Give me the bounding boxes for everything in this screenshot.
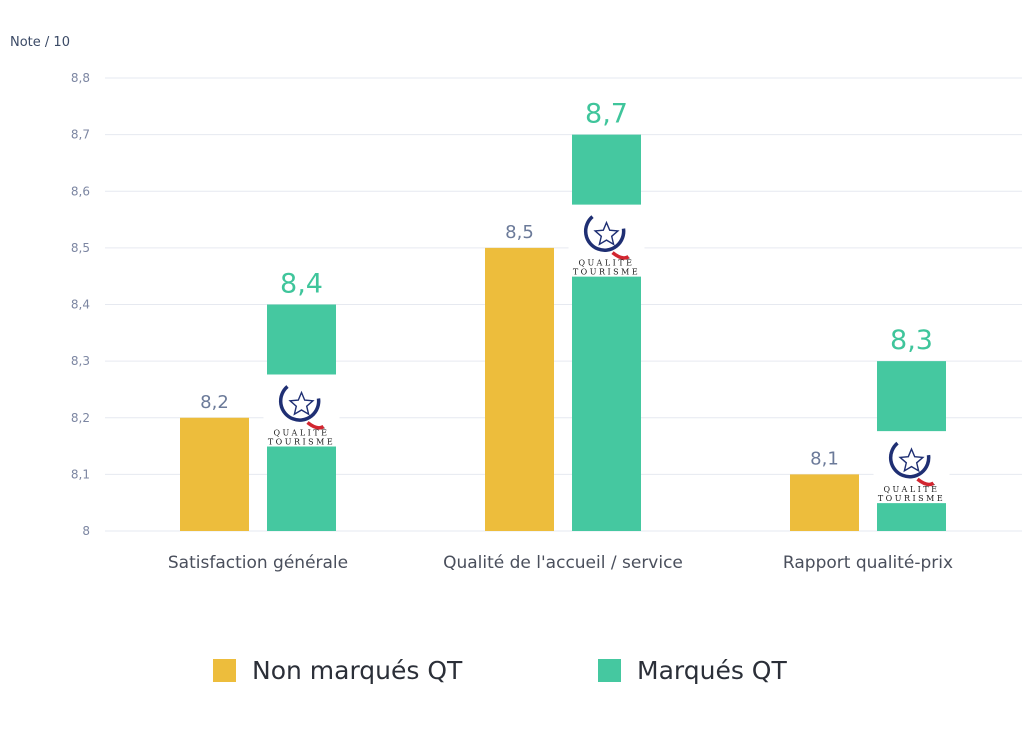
y-tick-label: 8,2	[71, 411, 90, 425]
data-label-non-marques: 8,1	[810, 448, 839, 469]
data-label-marques: 8,4	[280, 269, 323, 300]
y-axis-label: Note / 10	[10, 35, 70, 50]
bar-non-marques	[180, 417, 249, 531]
y-tick-label: 8,3	[71, 354, 90, 368]
data-label-marques: 8,7	[585, 99, 628, 130]
category-label: Satisfaction générale	[168, 553, 348, 573]
data-label-marques: 8,3	[890, 325, 933, 356]
bar-marques	[572, 134, 641, 531]
y-ticks: 8 8,1 8,2 8,3 8,4 8,5 8,6 8,7 8,8	[71, 71, 90, 538]
data-labels: 8,2 8,4 8,5 8,7 8,1 8,3	[200, 99, 933, 470]
svg-text:TOURISME: TOURISME	[573, 268, 640, 277]
bar-chart: Note / 10 8 8,1 8,2 8,3 8,4 8,5 8,6 8,7 8,8 QUAL…	[10, 35, 1022, 573]
svg-text:QUALITÉ: QUALITÉ	[274, 429, 330, 438]
y-tick-label: 8,8	[71, 71, 90, 85]
category-labels: Satisfaction générale Qualité de l'accuei…	[168, 553, 953, 573]
legend-swatch-marques	[598, 659, 621, 682]
bar-non-marques	[790, 474, 859, 531]
legend-label-marques: Marqués QT	[637, 656, 787, 685]
gridlines	[105, 77, 1022, 532]
y-tick-label: 8,5	[71, 241, 90, 255]
svg-text:QUALITÉ: QUALITÉ	[579, 259, 635, 268]
legend-item-marques: Marqués QT	[598, 656, 787, 685]
legend-label-non-marques: Non marqués QT	[252, 656, 463, 685]
svg-text:QUALITÉ: QUALITÉ	[884, 485, 940, 494]
legend-swatch-non-marques	[213, 659, 236, 682]
svg-text:TOURISME: TOURISME	[268, 438, 335, 447]
y-tick-label: 8,4	[71, 298, 90, 312]
y-tick-label: 8,7	[71, 128, 90, 142]
data-label-non-marques: 8,5	[505, 222, 534, 243]
bars: QUALITÉTOURISMEQUALITÉTOURISMEQUALITÉTOU…	[180, 134, 950, 531]
y-tick-label: 8,1	[71, 467, 90, 481]
y-tick-label: 8,6	[71, 184, 90, 198]
category-label: Rapport qualité-prix	[783, 553, 953, 573]
bar-non-marques	[485, 247, 554, 531]
legend-item-non-marques: Non marqués QT	[213, 656, 462, 685]
y-tick-label: 8	[82, 524, 90, 538]
svg-text:TOURISME: TOURISME	[878, 494, 945, 503]
data-label-non-marques: 8,2	[200, 392, 229, 413]
category-label: Qualité de l'accueil / service	[443, 553, 683, 573]
